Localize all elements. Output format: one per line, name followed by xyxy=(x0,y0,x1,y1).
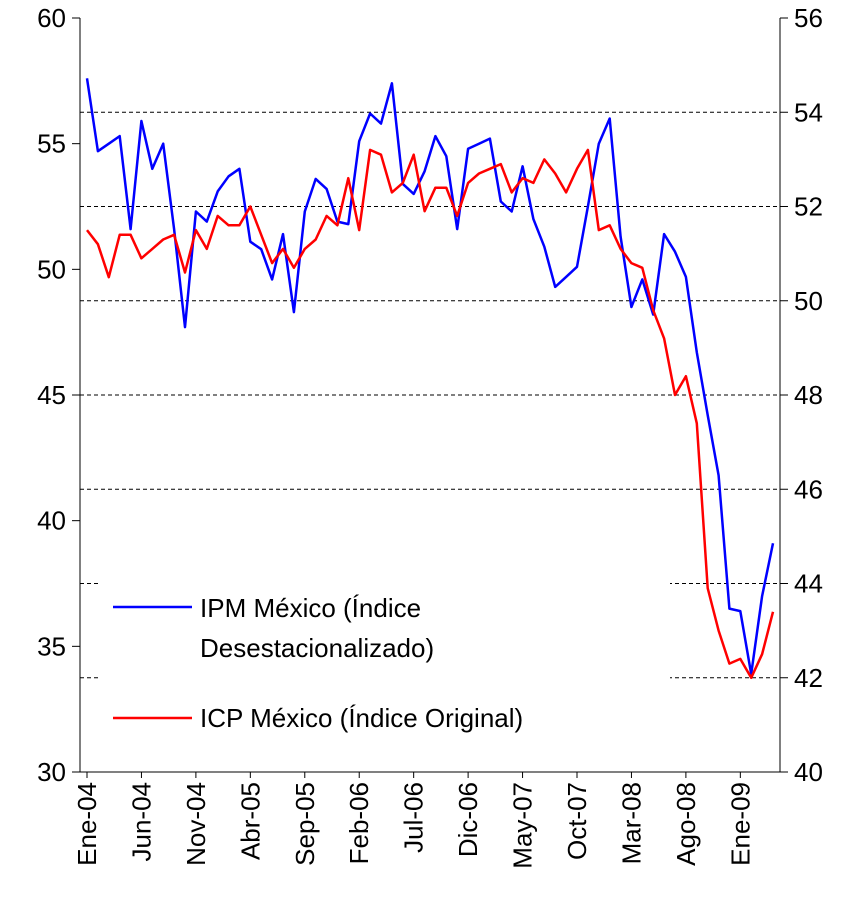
x-tick-label: May-07 xyxy=(508,782,538,869)
y-tick-label: 45 xyxy=(37,380,66,410)
x-tick-label: Abr-05 xyxy=(235,782,265,860)
y-tick-label: 35 xyxy=(37,631,66,661)
y-tick-label: 55 xyxy=(37,129,66,159)
x-tick-label: Feb-06 xyxy=(344,782,374,864)
y2-tick-label: 52 xyxy=(794,192,823,222)
y2-tick-label: 54 xyxy=(794,97,823,127)
y2-tick-label: 46 xyxy=(794,474,823,504)
legend-label: ICP México (Índice Original) xyxy=(200,703,524,733)
y-tick-label: 40 xyxy=(37,506,66,536)
series-line xyxy=(86,148,775,680)
x-tick-label: Nov-04 xyxy=(181,782,211,866)
y2-tick-label: 44 xyxy=(794,569,823,599)
y2-tick-label: 56 xyxy=(794,3,823,33)
x-tick-label: Dic-06 xyxy=(453,782,483,857)
y-tick-label: 60 xyxy=(37,3,66,33)
x-tick-label: Oct-07 xyxy=(562,782,592,860)
y2-tick-label: 48 xyxy=(794,380,823,410)
plot xyxy=(85,78,775,680)
y2-tick-label: 40 xyxy=(794,757,823,787)
x-tick-label: Ago-08 xyxy=(671,782,701,866)
x-tick-label: Ene-04 xyxy=(72,782,102,866)
x-tick-label: Jun-04 xyxy=(126,782,156,862)
x-tick-label: Sep-05 xyxy=(290,782,320,866)
legend-background xyxy=(100,570,670,740)
x-tick-label: Jul-06 xyxy=(399,782,429,853)
y2-tick-label: 42 xyxy=(794,663,823,693)
x-tick-label: Mar-08 xyxy=(616,782,646,864)
series-line xyxy=(85,78,775,676)
y-tick-label: 50 xyxy=(37,254,66,284)
x-tick-label: Ene-09 xyxy=(725,782,755,866)
y-tick-label: 30 xyxy=(37,757,66,787)
legend-label: IPM México (Índice Desestacionalizado) xyxy=(200,593,435,663)
y2-tick-label: 50 xyxy=(794,286,823,316)
